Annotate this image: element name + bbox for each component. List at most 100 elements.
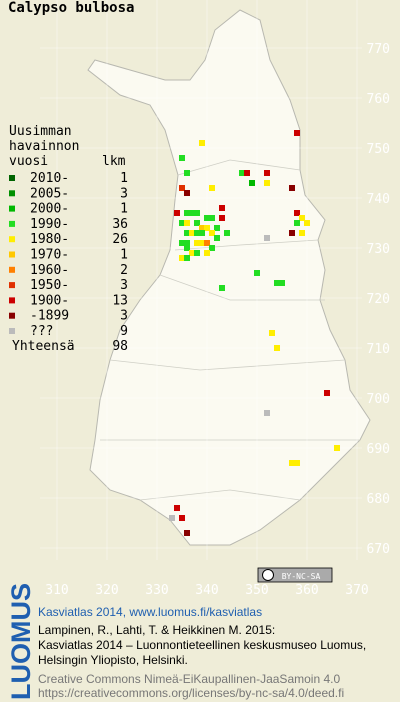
occurrence-square: [184, 190, 190, 196]
legend-count: 13: [112, 293, 128, 308]
occurrence-square: [199, 240, 205, 246]
occurrence-square: [289, 460, 295, 466]
legend-count: 1: [120, 202, 128, 217]
occurrence-square: [204, 225, 210, 231]
occurrence-square: [294, 210, 300, 216]
cc-badge-text: BY-NC-SA: [282, 572, 321, 581]
occurrence-square: [184, 220, 190, 226]
occurrence-square: [179, 155, 185, 161]
occurrence-square: [199, 230, 205, 236]
legend-count: 3: [120, 186, 128, 201]
occurrence-square: [324, 390, 330, 396]
x-tick-label: 350: [245, 583, 268, 598]
legend-header: vuosi: [9, 154, 48, 169]
y-tick-label: 680: [367, 492, 390, 507]
x-tick-label: 320: [95, 583, 118, 598]
occurrence-square: [294, 220, 300, 226]
x-tick-label: 310: [45, 583, 68, 598]
occurrence-square: [194, 210, 200, 216]
occurrence-square: [179, 220, 185, 226]
citation-line: Helsingin Yliopisto, Helsinki.: [38, 653, 188, 667]
legend-swatch: [9, 205, 15, 212]
occurrence-square: [174, 505, 180, 511]
y-tick-label: 700: [367, 392, 390, 407]
occurrence-square: [179, 255, 185, 261]
legend-swatch: [9, 312, 15, 319]
occurrence-square: [274, 345, 280, 351]
headline: Kasviatlas 2014, www.luomus.fi/kasviatla…: [38, 605, 262, 619]
y-tick-label: 710: [367, 342, 390, 357]
legend-swatch: [9, 282, 15, 289]
legend-swatch: [9, 266, 15, 273]
occurrence-square: [219, 215, 225, 221]
legend-header: havainnon: [9, 139, 79, 154]
occurrence-square: [269, 330, 275, 336]
occurrence-square: [184, 255, 190, 261]
legend-total: 98: [112, 339, 128, 354]
citation-line: Kasviatlas 2014 – Luonnontieteellinen ke…: [38, 638, 366, 652]
occurrence-square: [264, 410, 270, 416]
occurrence-square: [174, 210, 180, 216]
legend-count: 1: [120, 171, 128, 186]
occurrence-square: [264, 235, 270, 241]
cc-badge: BY-NC-SA: [257, 567, 333, 583]
legend-swatch: [9, 236, 15, 243]
occurrence-square: [184, 530, 190, 536]
occurrence-square: [294, 460, 300, 466]
legend-label: 2005-: [30, 186, 69, 201]
legend-swatch: [9, 328, 15, 334]
occurrence-square: [254, 270, 260, 276]
map-title: Calypso bulbosa: [8, 0, 134, 16]
legend-label: 2010-: [30, 171, 69, 186]
legend-label: 1980-: [30, 232, 69, 247]
y-tick-label: 740: [367, 192, 390, 207]
legend-count: 2: [120, 263, 128, 278]
occurrence-square: [179, 515, 185, 521]
legend-count: 3: [120, 309, 128, 324]
license-line: https://creativecommons.org/licenses/by-…: [38, 686, 344, 700]
occurrence-square: [204, 240, 210, 246]
occurrence-square: [299, 230, 305, 236]
legend-count: 9: [120, 324, 128, 339]
legend-header: Uusimman: [9, 124, 72, 139]
occurrence-square: [184, 240, 190, 246]
y-tick-label: 670: [367, 542, 390, 557]
occurrence-square: [199, 225, 205, 231]
legend-label: 1900-: [30, 293, 69, 308]
legend-swatch: [9, 251, 15, 258]
occurrence-square: [189, 230, 195, 236]
legend-label: -1899: [30, 309, 69, 324]
cc-badge-box: [257, 567, 333, 583]
y-tick-label: 690: [367, 442, 390, 457]
legend-swatch: [9, 190, 15, 197]
occurrence-square: [249, 180, 255, 186]
legend-count: 1: [120, 248, 128, 263]
occurrence-square: [289, 230, 295, 236]
grid: 310 320 330 340 350 360 370 670 680 690 700 710 720 7…: [40, 0, 390, 598]
logo: LUOMUS: [6, 583, 36, 700]
occurrence-square: [274, 280, 280, 286]
y-tick-label: 720: [367, 292, 390, 307]
legend-label: ???: [30, 324, 53, 339]
cc-icon: [262, 569, 274, 581]
legend-count: 3: [120, 278, 128, 293]
citation-line: Lampinen, R., Lahti, T. & Heikkinen M. 2…: [38, 623, 275, 637]
y-tick-label: 730: [367, 242, 390, 257]
x-tick-label: 360: [295, 583, 318, 598]
license-line: Creative Commons Nimeä-EiKaupallinen-Jaa…: [38, 672, 340, 686]
legend-label: 1960-: [30, 263, 69, 278]
occurrence-square: [184, 230, 190, 236]
y-tick-label: 750: [367, 142, 390, 157]
occurrence-square: [184, 210, 190, 216]
occurrence-square: [179, 240, 185, 246]
legend-swatch: [9, 175, 15, 181]
points: [169, 130, 340, 536]
occurrence-square: [204, 250, 210, 256]
occurrence-square: [299, 215, 305, 221]
occurrence-square: [179, 185, 185, 191]
occurrence-square: [239, 170, 245, 176]
occurrence-square: [184, 245, 190, 251]
y-tick-label: 760: [367, 92, 390, 107]
region-borders: [100, 159, 360, 501]
